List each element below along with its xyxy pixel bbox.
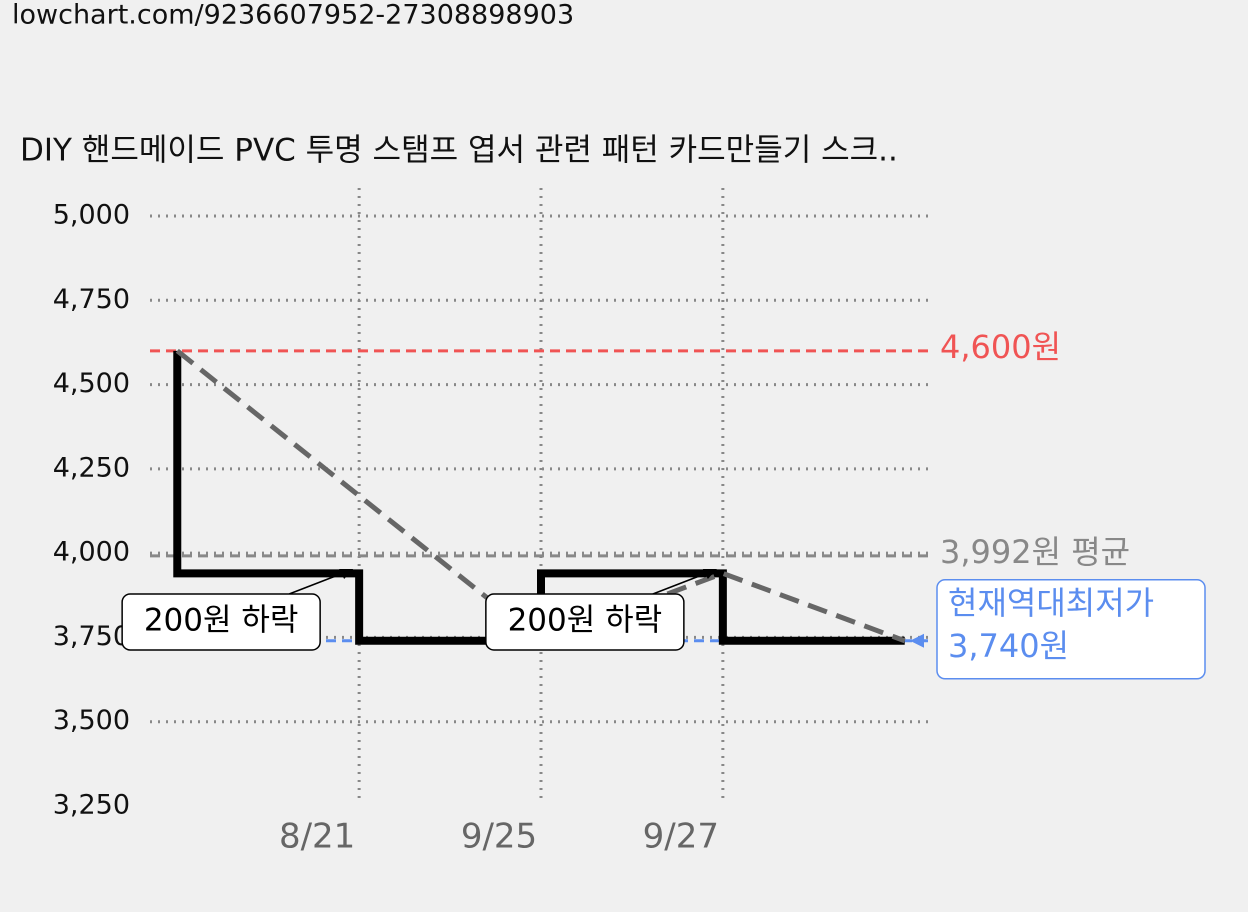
chart-title: DIY 핸드메이드 PVC 투명 스탬프 엽서 관련 패턴 카드만들기 스크.. [20, 133, 898, 169]
y-tick-label: 4,500 [53, 368, 130, 399]
annotation-text: 200원 하락 [508, 603, 663, 639]
reference-label: 3,740원 [948, 627, 1069, 665]
y-tick-label: 3,250 [53, 790, 130, 821]
x-tick-label: 8/21 [279, 817, 355, 857]
x-tick-label: 9/25 [461, 817, 537, 857]
reference-label-box [936, 579, 1206, 680]
annotation-arrowhead [339, 569, 354, 579]
annotation-arrow [288, 569, 352, 595]
reference-label: 3,992원 평균 [940, 533, 1130, 571]
annotation-text: 200원 하락 [144, 603, 299, 639]
y-tick-label: 5,000 [53, 200, 130, 231]
y-tick-label: 4,250 [53, 452, 130, 483]
reference-note: 현재역대최저가 [948, 584, 1154, 622]
y-tick-label: 3,750 [53, 621, 130, 652]
current-marker [910, 633, 924, 648]
x-tick-label: 9/27 [643, 817, 719, 857]
series-line [175, 348, 906, 644]
y-tick-label: 3,500 [53, 705, 130, 736]
annotation-box [121, 593, 321, 651]
reference-label: 4,600원 [940, 328, 1061, 366]
y-tick-label: 4,750 [53, 284, 130, 315]
annotation-arrow [652, 569, 716, 595]
url: lowchart.com/9236607952-27308898903 [12, 0, 574, 31]
annotation-arrowhead [702, 569, 717, 579]
y-tick-label: 4,000 [53, 537, 130, 568]
annotation-box [485, 593, 685, 651]
